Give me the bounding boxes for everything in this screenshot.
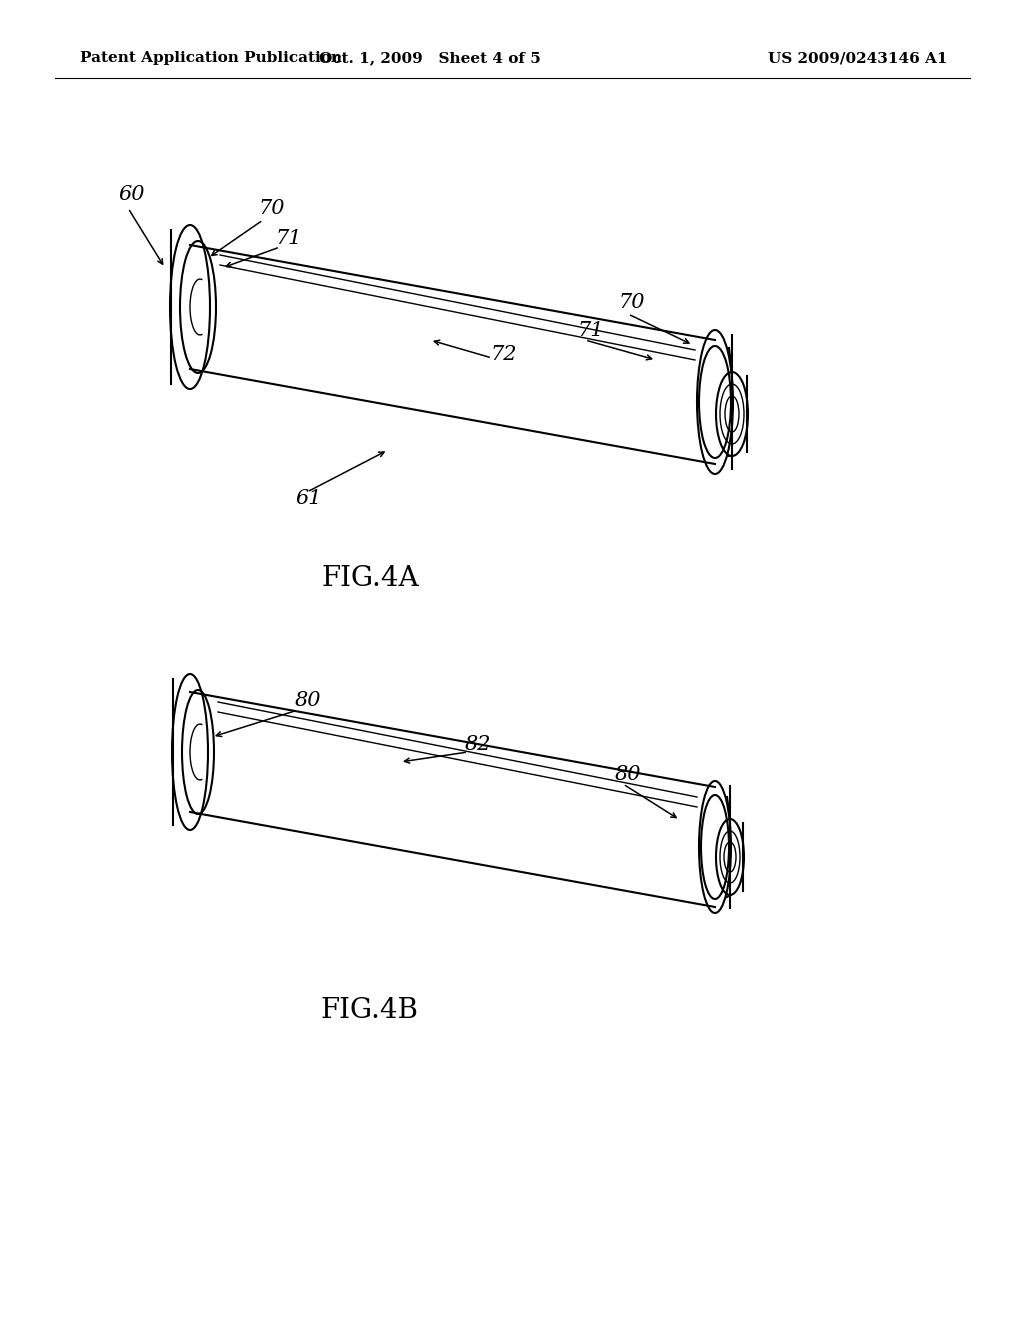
Text: 80: 80 xyxy=(615,766,641,784)
Text: US 2009/0243146 A1: US 2009/0243146 A1 xyxy=(768,51,948,65)
Text: 70: 70 xyxy=(618,293,644,313)
Text: 80: 80 xyxy=(295,690,322,710)
Text: 71: 71 xyxy=(275,228,301,248)
Text: 70: 70 xyxy=(258,198,285,218)
Text: 60: 60 xyxy=(118,186,144,205)
Text: FIG.4B: FIG.4B xyxy=(321,997,419,1023)
Text: 61: 61 xyxy=(295,488,322,507)
Text: Patent Application Publication: Patent Application Publication xyxy=(80,51,342,65)
Text: 72: 72 xyxy=(490,346,516,364)
Text: 71: 71 xyxy=(577,321,603,339)
Text: Oct. 1, 2009   Sheet 4 of 5: Oct. 1, 2009 Sheet 4 of 5 xyxy=(319,51,541,65)
Text: 82: 82 xyxy=(465,735,492,755)
Text: FIG.4A: FIG.4A xyxy=(322,565,419,591)
